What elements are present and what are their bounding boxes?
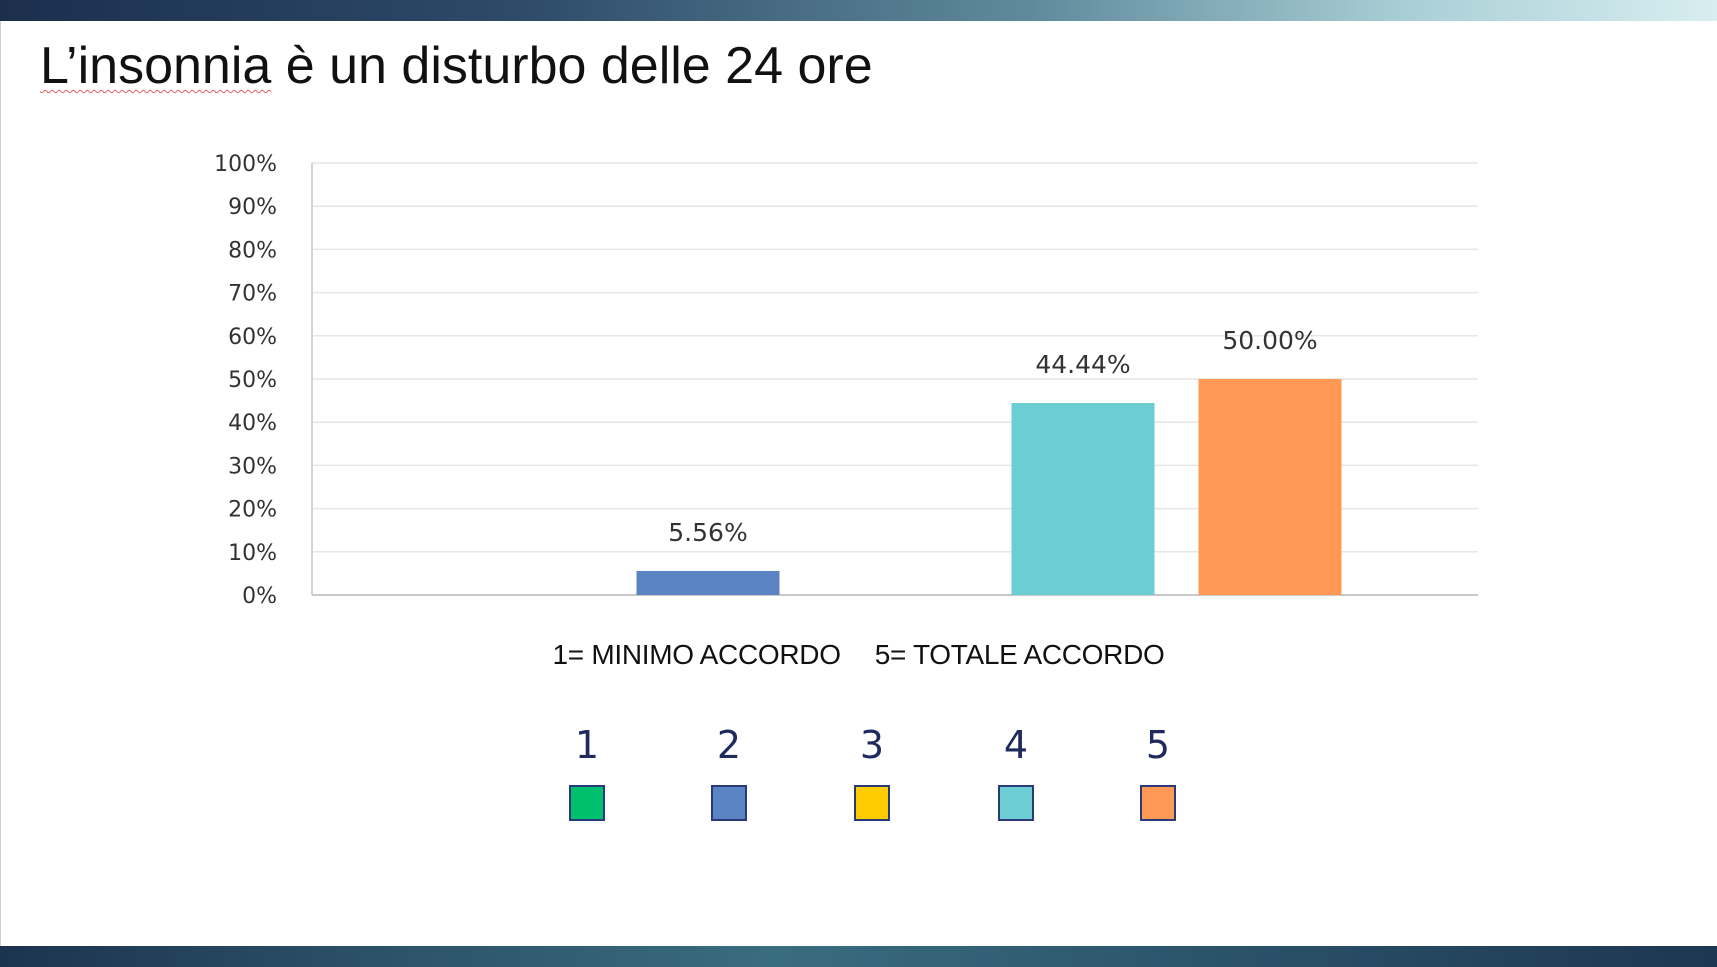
y-tick-label: 30% [228, 454, 277, 479]
legend-item-3: 3 [842, 722, 902, 821]
legend-swatch-1 [569, 785, 605, 821]
legend-swatch-2 [711, 785, 747, 821]
title-first-word: L’insonnia [40, 37, 272, 95]
y-tick-label: 90% [228, 195, 277, 220]
y-tick-label: 20% [228, 498, 277, 523]
legend-swatch-3 [854, 785, 890, 821]
legend-label-1: 1 [574, 723, 600, 767]
y-tick-label: 0% [242, 584, 277, 609]
scale-note-max: 5= TOTALE ACCORDO [874, 639, 1165, 670]
top-decorative-band [0, 0, 1717, 21]
title-rest: è un disturbo delle 24 ore [271, 37, 873, 95]
scale-note-min: 1= MINIMO ACCORDO [552, 639, 841, 670]
page-title: L’insonnia è un disturbo delle 24 ore [40, 28, 873, 104]
legend-swatch-5 [1140, 785, 1176, 821]
legend-item-5: 5 [1128, 722, 1188, 821]
y-tick-label: 60% [228, 325, 277, 350]
legend-item-1: 1 [557, 722, 617, 821]
scale-note: 1= MINIMO ACCORDO 5= TOTALE ACCORDO [0, 639, 1717, 671]
data-label-5: 50.00% [1222, 326, 1317, 355]
slide-border [0, 21, 1, 946]
y-tick-label: 70% [228, 282, 277, 307]
legend-swatch-4 [998, 785, 1034, 821]
y-tick-label: 40% [228, 411, 277, 436]
legend-item-4: 4 [986, 722, 1046, 821]
legend-label-3: 3 [859, 723, 885, 767]
y-tick-label: 100% [214, 152, 277, 177]
legend-label-2: 2 [716, 723, 742, 767]
legend-label-5: 5 [1145, 723, 1171, 767]
y-tick-label: 50% [228, 368, 277, 393]
y-tick-label: 10% [228, 541, 277, 566]
bar-4 [1011, 403, 1155, 595]
legend-label-4: 4 [1003, 723, 1029, 767]
bar-5 [1198, 379, 1342, 595]
legend-item-2: 2 [699, 722, 759, 821]
data-label-4: 44.44% [1035, 350, 1130, 379]
bar-2 [636, 570, 780, 595]
bottom-decorative-band [0, 946, 1717, 967]
data-label-2: 5.56% [668, 518, 747, 547]
y-tick-label: 80% [228, 238, 277, 263]
